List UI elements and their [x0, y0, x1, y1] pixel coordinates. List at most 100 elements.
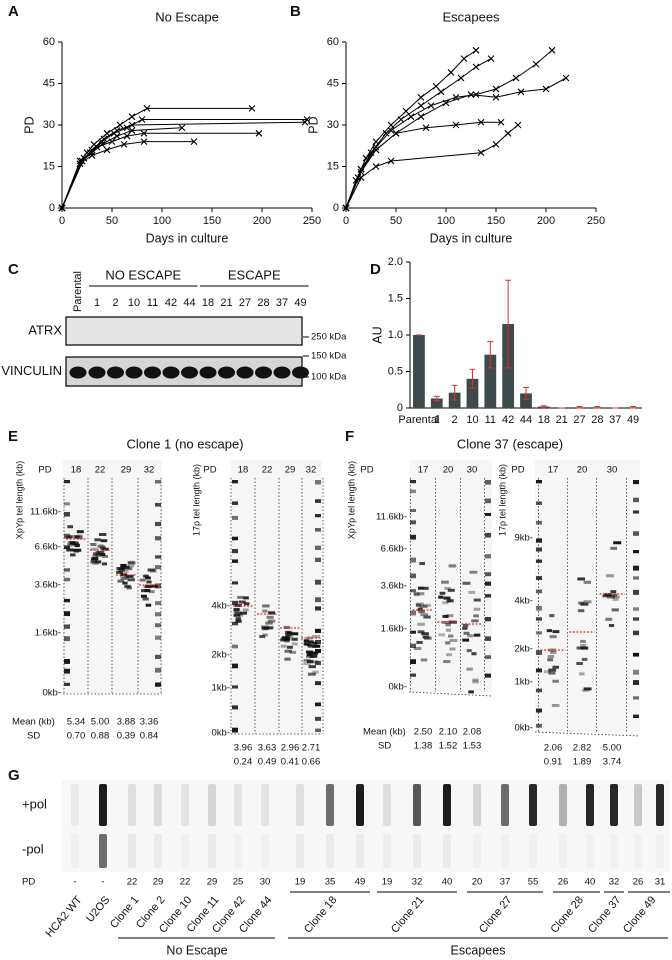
ladder-band	[485, 636, 491, 641]
y-tick-label: 30	[327, 119, 339, 131]
telomere-band	[144, 589, 151, 593]
telomere-band	[120, 563, 127, 567]
pd-value: 35	[325, 877, 336, 888]
slot	[529, 834, 537, 868]
telomere-band	[142, 597, 149, 601]
blot-band	[255, 366, 272, 379]
slot	[634, 784, 642, 826]
blot-band	[218, 366, 235, 379]
point-marker	[492, 85, 500, 93]
sd-value: 1.89	[573, 757, 592, 768]
ladder-band	[64, 598, 70, 603]
ladder-band	[64, 577, 70, 582]
telomere-band	[145, 584, 151, 588]
size-label: 1.6kb-	[381, 624, 407, 635]
telomere-band	[237, 595, 244, 599]
ladder-band	[155, 612, 161, 617]
pd-value: 19	[295, 877, 306, 888]
ladder-band	[315, 545, 321, 551]
pd-value: 32	[412, 877, 423, 888]
sd-value: 0.41	[281, 757, 300, 768]
telomere-band	[312, 641, 318, 645]
ladder-band	[633, 589, 639, 595]
error-bar	[594, 406, 601, 409]
telomere-band	[472, 680, 479, 684]
series-line	[61, 121, 306, 209]
telomere-band	[605, 617, 613, 621]
x-tick-label: 250	[587, 215, 605, 227]
ladder-band	[410, 673, 416, 677]
telomere-band	[291, 637, 298, 641]
mean-value: 3.88	[117, 717, 136, 728]
slot	[529, 784, 537, 826]
lane-label: 1	[94, 297, 100, 309]
pd-value: 40	[442, 877, 453, 888]
ladder-band	[633, 576, 639, 580]
lane-label: 2	[112, 297, 118, 309]
telomere-band	[469, 570, 478, 574]
pd-value: 29	[121, 465, 132, 476]
pd-value: 20	[443, 465, 454, 476]
ladder-band	[64, 659, 70, 664]
point-marker	[402, 107, 410, 115]
ladder-band	[485, 581, 491, 586]
mean-value: 3.63	[258, 743, 277, 754]
point-marker	[143, 105, 151, 112]
telomere-band	[101, 562, 108, 566]
point-marker	[467, 91, 475, 98]
ladder-band	[633, 652, 639, 657]
telomere-band	[285, 633, 292, 637]
telomere-band	[70, 553, 76, 557]
telomere-band	[441, 580, 449, 584]
telomere-band	[306, 653, 313, 657]
slot	[634, 834, 642, 868]
gel-y-label: 17p tel length (kb)	[191, 464, 201, 536]
telomere-band	[145, 603, 152, 607]
sd-value: 0.70	[67, 731, 86, 742]
point-marker	[487, 55, 495, 62]
slot	[501, 834, 509, 868]
point-marker	[255, 129, 263, 137]
ladder-band	[155, 623, 161, 628]
error-bar	[487, 341, 494, 369]
telomere-band	[419, 562, 426, 566]
mean-value: 3.36	[140, 717, 159, 728]
point-marker	[562, 74, 570, 82]
telomere-band	[473, 598, 481, 602]
telomere-band	[415, 602, 424, 606]
telomere-band	[262, 609, 268, 613]
telomere-band	[262, 604, 270, 608]
telomere-band	[100, 539, 108, 543]
lane-label: Parental	[72, 271, 84, 312]
point-marker	[58, 204, 66, 212]
x-tick-label: 150	[487, 215, 505, 227]
slot	[559, 784, 567, 826]
telomere-band	[468, 590, 476, 594]
lane-label: 49	[294, 297, 306, 309]
point-marker	[120, 140, 128, 148]
telomere-band	[265, 621, 273, 625]
ladder-band	[155, 635, 161, 640]
blot-band	[144, 366, 161, 379]
ladder-band	[155, 480, 161, 484]
marker-label: 100 kDa	[311, 372, 347, 383]
telomere-band	[101, 554, 109, 558]
size-label: 11.6kb-	[376, 512, 407, 523]
telomere-band	[605, 593, 613, 597]
slot	[154, 834, 162, 868]
point-marker	[452, 121, 460, 129]
pd-value: 22	[180, 877, 191, 888]
sd-value: 1.38	[414, 741, 433, 752]
ladder-band	[315, 514, 321, 518]
telomere-band	[473, 607, 481, 611]
telomere-band	[462, 626, 468, 630]
ladder-band	[315, 681, 321, 686]
telomere-band	[606, 595, 615, 599]
telomere-band	[580, 643, 587, 647]
telomere-band	[303, 662, 312, 666]
chart-title: No Escape	[155, 9, 219, 24]
telomere-band	[243, 596, 249, 600]
telomere-band	[439, 591, 446, 595]
mean-value: 2.96	[281, 743, 300, 754]
ladder-band	[232, 685, 238, 689]
